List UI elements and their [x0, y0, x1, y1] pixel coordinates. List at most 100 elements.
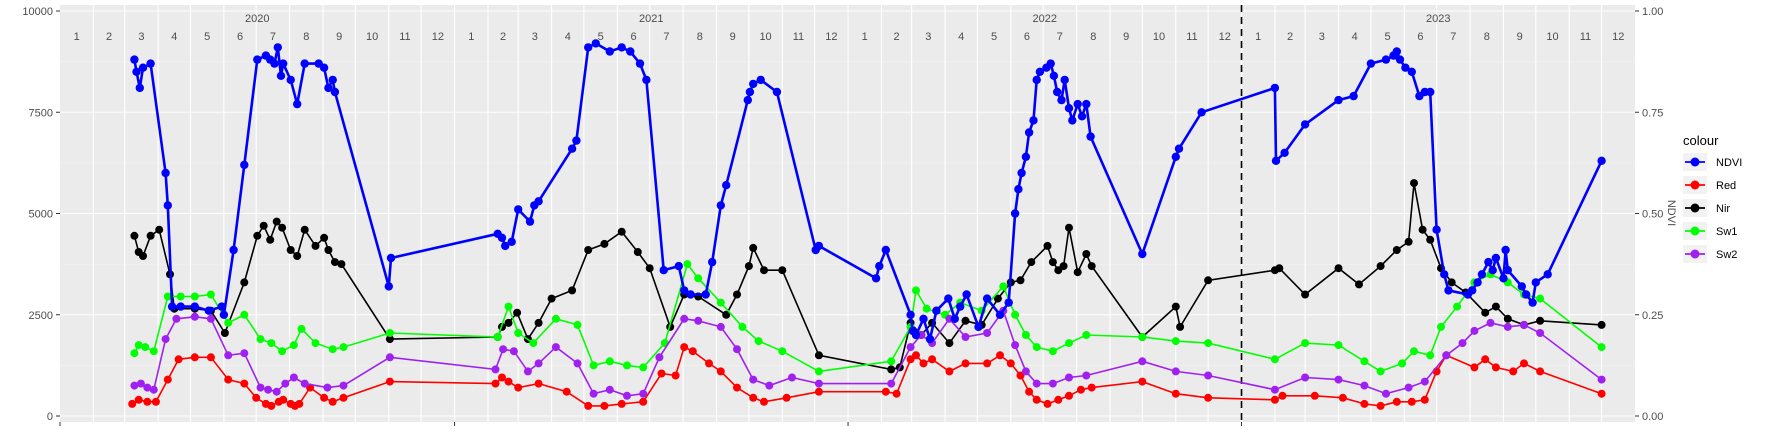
data-point-nir	[633, 248, 642, 256]
data-point-nir	[778, 266, 787, 275]
data-point-sw1	[163, 292, 172, 301]
data-point-red	[320, 393, 329, 402]
data-point-ndvi	[1032, 75, 1041, 85]
data-point-nir	[220, 329, 229, 337]
month-label: 9	[1123, 31, 1129, 43]
data-point-red	[240, 379, 249, 388]
legend-key-point	[1690, 226, 1700, 236]
data-point-ndvi	[1049, 71, 1059, 81]
data-point-ndvi	[745, 87, 755, 97]
month-label: 2	[106, 31, 112, 43]
data-point-ndvi	[881, 245, 890, 255]
data-point-ndvi	[1531, 278, 1541, 287]
data-point-ndvi	[925, 334, 935, 344]
data-point-ndvi	[1174, 144, 1184, 153]
data-point-red	[639, 397, 648, 406]
data-point-red	[1138, 377, 1147, 386]
data-point-red	[143, 397, 152, 406]
data-point-nir	[259, 221, 268, 230]
data-point-red	[996, 351, 1004, 360]
data-point-sw2	[130, 381, 139, 390]
data-point-sw1	[328, 345, 337, 354]
data-point-nir	[504, 318, 513, 327]
data-point-ndvi	[1501, 245, 1510, 255]
data-point-nir	[513, 308, 522, 317]
data-point-ndvi	[686, 290, 695, 299]
data-point-ndvi	[1349, 91, 1358, 101]
data-point-sw2	[161, 335, 170, 344]
data-point-red	[504, 377, 513, 386]
month-label: 11	[1580, 31, 1591, 43]
data-point-sw1	[778, 347, 787, 356]
data-point-nir	[1410, 179, 1418, 188]
data-point-red	[1270, 395, 1279, 404]
legend-label-ndvi: NDVI	[1716, 157, 1742, 169]
data-point-red	[733, 383, 741, 392]
data-point-nir	[722, 310, 731, 319]
data-point-nir	[324, 246, 333, 254]
data-point-red	[128, 399, 137, 408]
data-point-sw1	[639, 363, 648, 372]
data-point-nir	[1027, 258, 1036, 267]
data-point-sw2	[623, 391, 631, 400]
data-point-sw2	[323, 383, 332, 392]
data-point-sw2	[523, 367, 532, 376]
data-point-sw2	[1171, 367, 1180, 376]
month-label: 4	[1352, 31, 1358, 43]
data-point-ndvi	[1300, 120, 1310, 129]
data-point-ndvi	[1138, 249, 1147, 259]
year-label: 2021	[639, 13, 663, 25]
axes: 0 2500 5000 7500 10000 0.00 0.25 0.50 0.75 1.00 ND…	[22, 6, 1677, 426]
data-point-sw1	[1204, 339, 1213, 348]
data-point-nir	[253, 231, 262, 240]
data-point-ndvi	[1171, 152, 1181, 161]
year-label: 2023	[1426, 13, 1450, 25]
data-point-red	[881, 387, 890, 396]
data-point-ndvi	[293, 99, 302, 109]
data-point-ndvi	[680, 286, 689, 295]
data-point-ndvi	[319, 63, 329, 72]
data-point-sw1	[311, 339, 320, 348]
data-point-ndvi	[240, 160, 249, 170]
data-point-ndvi	[1035, 67, 1045, 77]
data-point-sw1	[206, 290, 215, 299]
y2-axis-label: NDVI	[1665, 200, 1677, 226]
data-point-ndvi	[1484, 257, 1493, 267]
data-point-ndvi	[328, 75, 337, 85]
month-label: 1	[74, 31, 80, 43]
data-point-red	[782, 393, 791, 402]
series-sw2	[130, 306, 1606, 400]
data-point-ndvi	[982, 294, 992, 303]
data-point-sw2	[551, 343, 560, 352]
data-point-ndvi	[1407, 67, 1417, 77]
data-point-sw1	[256, 335, 265, 344]
data-point-sw2	[136, 379, 145, 388]
data-point-ndvi	[1271, 156, 1281, 165]
data-point-red	[945, 367, 954, 376]
month-label: 10	[366, 31, 378, 43]
data-point-red	[1392, 397, 1401, 406]
data-point-ndvi	[1064, 104, 1074, 113]
data-point-nir	[749, 243, 758, 252]
data-point-sw1	[504, 302, 513, 311]
data-point-ndvi	[1597, 156, 1606, 165]
data-point-ndvi	[956, 302, 965, 311]
data-point-red	[224, 375, 233, 384]
data-point-red	[1338, 393, 1347, 402]
data-point-nir	[887, 365, 896, 374]
data-point-ndvi	[1077, 112, 1087, 121]
data-point-ndvi	[722, 181, 731, 190]
data-point-ndvi	[1197, 108, 1206, 117]
data-point-red	[1310, 391, 1319, 400]
data-point-sw2	[206, 314, 215, 323]
data-point-ndvi	[130, 55, 139, 64]
data-point-red	[163, 375, 172, 384]
data-point-ndvi	[190, 302, 199, 311]
data-point-sw2	[887, 379, 896, 388]
month-label: 2	[893, 31, 899, 43]
data-point-nir	[961, 316, 970, 325]
data-point-red	[1536, 367, 1545, 376]
data-point-sw2	[1065, 373, 1073, 382]
y2-axis-tick-label: 0.50	[1642, 209, 1663, 221]
